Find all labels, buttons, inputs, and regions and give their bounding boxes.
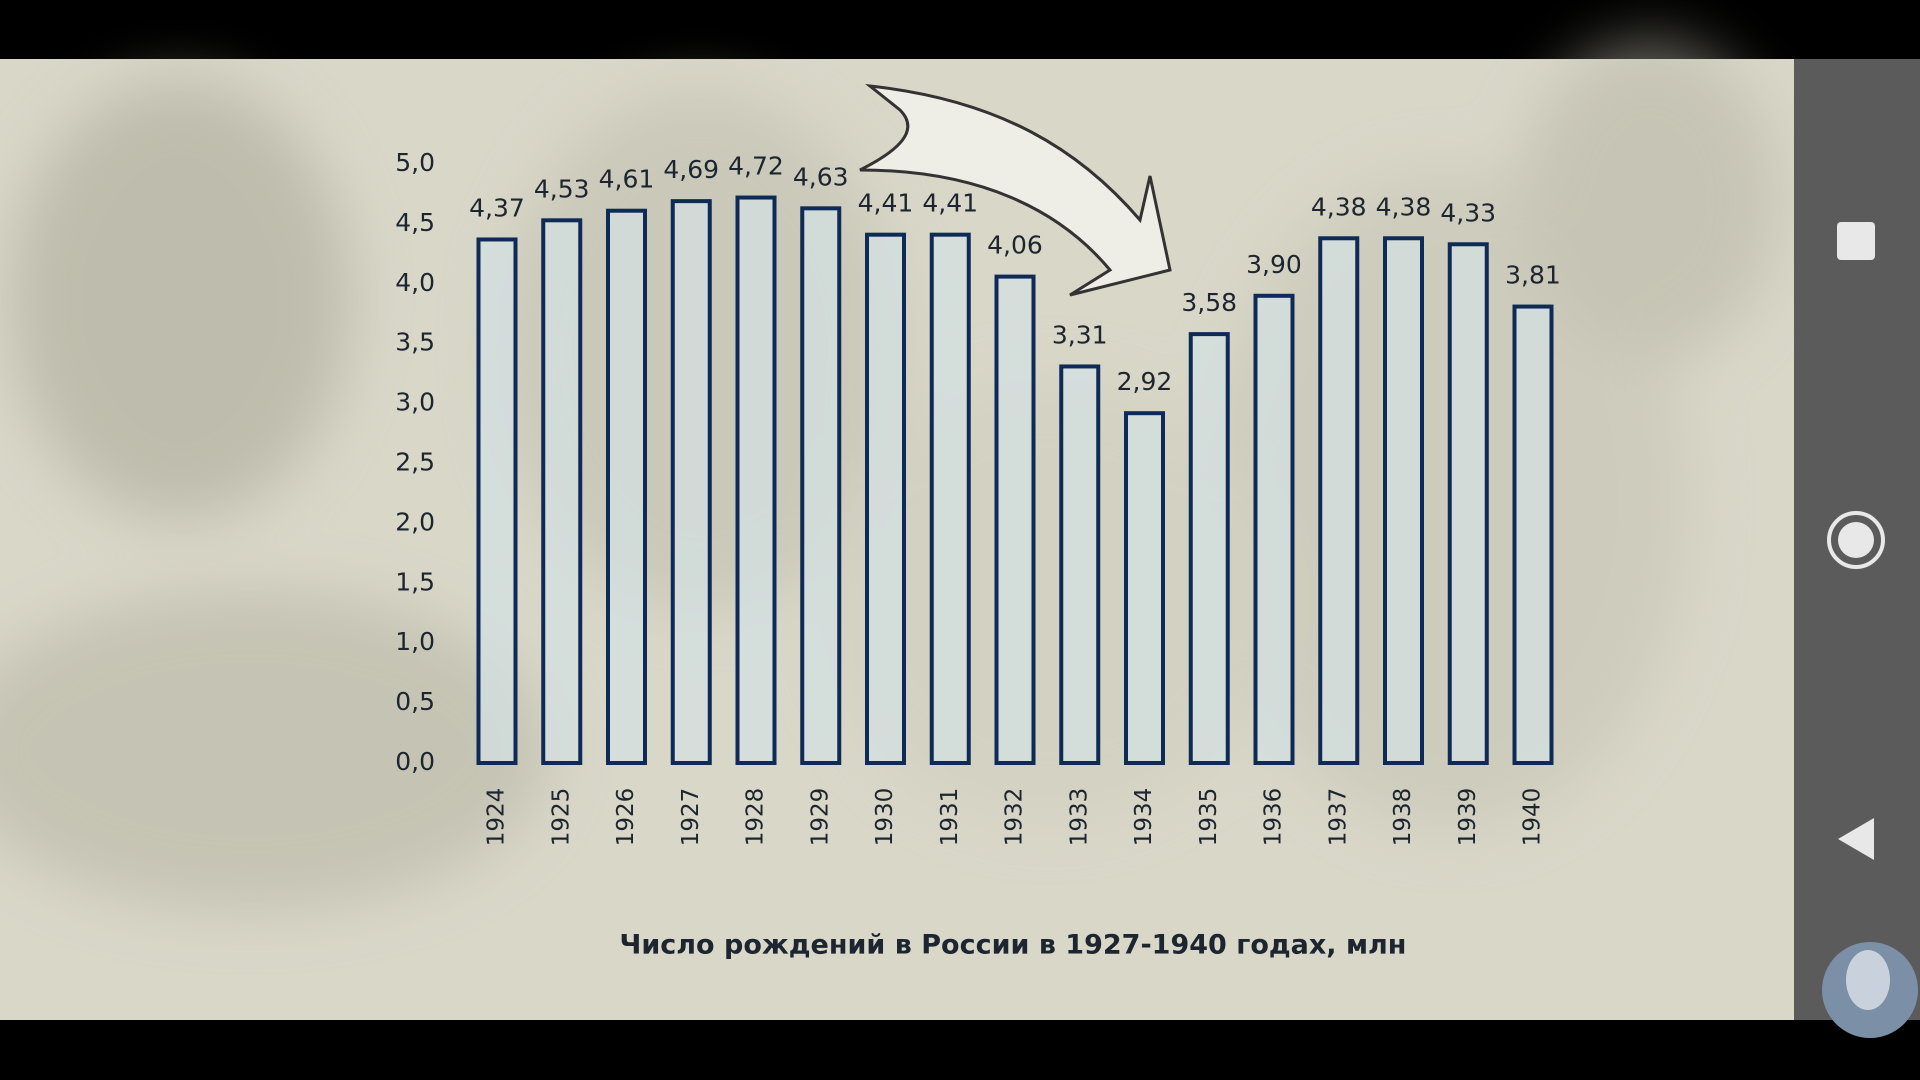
y-tick-label: 5,0	[395, 148, 435, 177]
y-tick-label: 2,5	[395, 448, 435, 477]
value-label: 4,61	[599, 165, 655, 194]
x-tick-label: 1933	[1066, 788, 1092, 847]
value-label: 4,53	[534, 174, 590, 203]
back-button[interactable]	[1838, 818, 1874, 860]
x-tick-label: 1935	[1196, 788, 1222, 847]
arrow	[859, 83, 1172, 297]
x-tick-label: 1928	[743, 788, 769, 847]
y-tick-label: 0,0	[395, 747, 435, 776]
x-tick-label: 1934	[1131, 788, 1157, 847]
value-label: 4,41	[858, 189, 914, 218]
x-tick-label: 1927	[678, 788, 704, 847]
bar	[800, 206, 842, 766]
y-tick-label: 2,0	[395, 507, 435, 536]
x-tick-label: 1940	[1520, 788, 1546, 847]
x-tick-label: 1936	[1261, 788, 1287, 847]
x-tick-label: 1930	[872, 788, 898, 847]
value-label: 4,33	[1440, 198, 1496, 227]
chart-title: Число рождений в России в 1927-1940 года…	[620, 930, 1407, 961]
bar	[1447, 242, 1489, 766]
value-label: 3,90	[1246, 250, 1302, 279]
bar	[1318, 236, 1360, 765]
x-tick-label: 1924	[484, 788, 510, 847]
bar	[735, 195, 777, 765]
value-label: 4,37	[469, 193, 525, 222]
y-tick-label: 4,5	[395, 208, 435, 237]
x-tick-label: 1938	[1390, 788, 1416, 847]
value-label: 2,92	[1117, 367, 1173, 396]
recent-apps-button[interactable]	[1837, 222, 1875, 260]
bar	[1124, 411, 1165, 765]
bar	[670, 199, 712, 765]
x-tick-label: 1939	[1455, 788, 1481, 847]
y-tick-label: 3,0	[395, 388, 435, 417]
x-tick-label: 1929	[807, 788, 833, 847]
bar	[1383, 236, 1424, 765]
nav-bar	[1794, 59, 1920, 1038]
bar	[929, 232, 971, 765]
bar	[541, 218, 583, 765]
x-tick-label: 1932	[1002, 788, 1028, 847]
bar	[865, 232, 906, 765]
bar	[476, 237, 518, 765]
value-label: 4,41	[922, 189, 978, 218]
bar	[1512, 304, 1554, 765]
y-tick-label: 1,5	[395, 567, 435, 596]
bar	[1188, 332, 1230, 765]
x-tick-label: 1937	[1325, 788, 1351, 847]
value-label: 4,63	[793, 162, 849, 191]
y-tick-label: 3,5	[395, 328, 435, 357]
home-button-dot	[1838, 522, 1874, 558]
value-label: 4,06	[987, 231, 1043, 260]
y-tick-label: 4,0	[395, 268, 435, 297]
x-tick-label: 1931	[937, 788, 963, 847]
value-label: 3,81	[1505, 261, 1561, 290]
value-label: 4,72	[728, 152, 784, 181]
value-label: 4,38	[1376, 192, 1432, 221]
home-button[interactable]	[1827, 511, 1885, 569]
value-label: 4,38	[1311, 192, 1367, 221]
bar	[606, 208, 647, 766]
y-tick-label: 0,5	[395, 687, 435, 716]
bar	[1253, 293, 1295, 765]
bar	[1059, 364, 1101, 765]
x-tick-label: 1926	[613, 788, 639, 847]
value-label: 4,69	[663, 155, 719, 184]
avatar-face	[1846, 950, 1890, 1010]
value-label: 3,58	[1181, 288, 1237, 317]
x-tick-label: 1925	[548, 788, 574, 847]
bar	[994, 274, 1036, 765]
y-tick-label: 1,0	[395, 627, 435, 656]
value-label: 3,31	[1052, 320, 1108, 349]
chart: Число рождений в России в 1927-1940 года…	[395, 148, 1561, 961]
